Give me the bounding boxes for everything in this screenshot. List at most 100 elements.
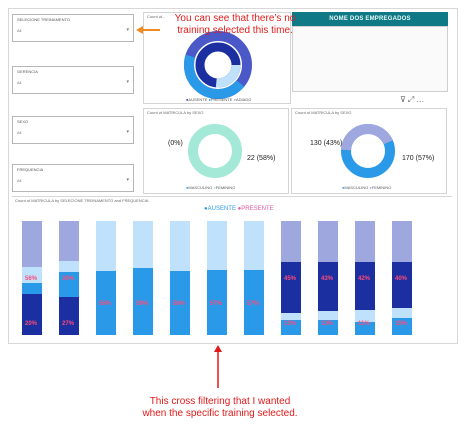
visual-title: Count of MATRICULA by SELECIONE TREINAME… — [15, 198, 149, 203]
chevron-down-icon[interactable]: ▾ — [126, 27, 129, 33]
bar-label-bottom: 57% — [210, 301, 223, 307]
slicer-sexo[interactable]: SEXO All ▾ — [12, 116, 134, 144]
bar-label-top: 30% — [62, 276, 75, 282]
bar-label-top: 56% — [25, 276, 38, 282]
bar-label-top: 42% — [358, 276, 371, 282]
slicer-training[interactable]: SELECIONE TREINAMENTO All ▾ — [12, 14, 134, 42]
donut-ring-segment — [341, 124, 395, 178]
bar-label-top: 43% — [321, 276, 334, 282]
bar-segment[interactable] — [281, 262, 301, 314]
data-label-left: 130 (43%) — [310, 140, 343, 147]
slicer-title: SELECIONE TREINAMENTO — [17, 17, 70, 22]
bar-segment[interactable] — [318, 221, 338, 263]
chevron-down-icon[interactable]: ▾ — [126, 129, 129, 135]
bar-label-top: 45% — [284, 276, 297, 282]
bar-segment[interactable] — [59, 297, 79, 335]
slicer-title: FREQUENCIA — [17, 167, 44, 172]
legend: ●MASCULINO ●FEMININO — [342, 185, 392, 190]
bar-segment[interactable] — [96, 271, 116, 335]
bar-label-bottom: 57% — [247, 301, 260, 307]
slicer-value: All — [17, 28, 22, 33]
more-options-icon[interactable]: … — [416, 95, 427, 104]
donut-ring-segment — [184, 31, 252, 99]
bar-label-bottom: 56% — [173, 301, 186, 307]
data-label-left: (0%) — [168, 140, 183, 147]
bar-segment[interactable] — [22, 221, 42, 267]
bar-segment[interactable] — [392, 317, 412, 335]
filter-icon[interactable]: ⊽ — [400, 95, 408, 104]
chevron-down-icon[interactable]: ▾ — [126, 79, 129, 85]
slicer-value: All — [17, 130, 22, 135]
bar-segment[interactable] — [281, 313, 301, 321]
bar-segment[interactable] — [59, 221, 79, 261]
bar-segment[interactable] — [133, 267, 153, 335]
bar-segment[interactable] — [96, 221, 116, 272]
bar-segment[interactable] — [355, 221, 375, 263]
bar-segment[interactable] — [22, 293, 42, 335]
donut-ring-inner-segment — [195, 42, 241, 88]
bar-segment[interactable] — [22, 266, 42, 283]
bar-label-top: 40% — [395, 276, 408, 282]
bar-segment[interactable] — [318, 311, 338, 321]
bar-segment[interactable] — [355, 322, 375, 335]
bar-segment[interactable] — [59, 260, 79, 273]
bar-segment[interactable] — [207, 221, 227, 271]
visual-title: Count of MATRICULA by SEXO — [295, 110, 352, 115]
top-donut-chart — [184, 31, 252, 99]
bar-segment[interactable] — [281, 221, 301, 263]
annotation-top: You can see that there’s no training sel… — [174, 13, 296, 36]
donut-sexo-right-visual[interactable]: Count of MATRICULA by SEXO 130 (43%) 170… — [291, 108, 447, 194]
slicer-title: GERENCIA — [17, 69, 38, 74]
visual-title: Count of MATRICULA by SEXO — [147, 110, 204, 115]
donut-sexo-left-visual[interactable]: Count of MATRICULA by SEXO (0%) 22 (58%)… — [143, 108, 289, 194]
bar-segment[interactable] — [355, 309, 375, 323]
legend: ●AUSENTE ●PRESENTE ●ADIADO — [186, 97, 252, 102]
bar-segment[interactable] — [170, 221, 190, 272]
visual-title: Count of... — [147, 14, 166, 19]
donut-ring — [188, 124, 242, 178]
bar-segment[interactable] — [392, 262, 412, 308]
visual-toolbar: ⊽⤢… — [400, 95, 426, 105]
bar-label-bottom: 56% — [99, 301, 112, 307]
data-label-right: 170 (57%) — [402, 155, 435, 162]
bar-segment[interactable] — [392, 221, 412, 263]
bar-segment[interactable] — [318, 262, 338, 312]
donut-sexo-right-chart — [341, 124, 395, 178]
bar-label-bottom: 27% — [62, 321, 75, 327]
bar-label-bottom: 13% — [321, 321, 334, 327]
annotation-bottom: This cross filtering that I wanted when … — [142, 396, 298, 419]
legend: ●MASCULINO ●FEMININO — [186, 185, 236, 190]
employees-header: NOME DOS EMPREGADOS — [292, 12, 448, 26]
bar-label-bottom: 20% — [25, 321, 38, 327]
bar-segment[interactable] — [244, 221, 264, 271]
bar-label-bottom: 15% — [395, 321, 408, 327]
chevron-down-icon[interactable]: ▾ — [126, 177, 129, 183]
bar-segment[interactable] — [133, 221, 153, 268]
stacked-bar-visual[interactable]: Count of MATRICULA by SELECIONE TREINAME… — [12, 196, 452, 342]
bar-segment[interactable] — [207, 270, 227, 335]
slicer-gerencia[interactable]: GERENCIA All ▾ — [12, 66, 134, 94]
bar-segment[interactable] — [281, 320, 301, 335]
bar-label-bottom: 11% — [358, 321, 370, 327]
donut-sexo-left-chart — [188, 124, 242, 178]
slicer-value: All — [17, 80, 22, 85]
bar-segment[interactable] — [244, 270, 264, 335]
slicer-value: All — [17, 178, 22, 183]
slicer-frequencia[interactable]: FREQUENCIA All ▾ — [12, 164, 134, 192]
red-arrow-head — [214, 345, 222, 352]
bar-segment[interactable] — [22, 282, 42, 294]
bar-label-bottom: 59% — [136, 301, 149, 307]
bar-label-bottom: 13% — [284, 321, 297, 327]
focus-mode-icon[interactable]: ⤢ — [407, 95, 417, 104]
legend: ●AUSENTE ●PRESENTE — [204, 206, 274, 212]
bar-segment[interactable] — [59, 272, 79, 298]
slicer-title: SEXO — [17, 119, 29, 124]
bar-segment[interactable] — [318, 320, 338, 335]
bar-segment[interactable] — [170, 271, 190, 335]
data-label-right: 22 (58%) — [247, 155, 276, 162]
bar-segment[interactable] — [355, 262, 375, 310]
employees-table[interactable] — [292, 26, 448, 92]
bar-segment[interactable] — [392, 307, 412, 318]
top-donut-visual[interactable]: Count of... ●AUSENTE ●PRESENTE ●ADIADO — [143, 12, 291, 104]
